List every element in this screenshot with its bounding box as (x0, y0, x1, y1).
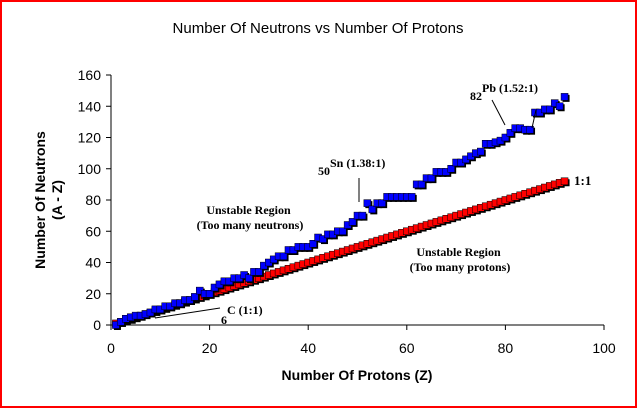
data-point (546, 105, 554, 114)
proton-region-line-1: Unstable Region (416, 245, 501, 259)
data-point (560, 177, 569, 185)
data-point (358, 211, 367, 220)
pb-label: Pb (1.52:1) (482, 81, 538, 95)
data-point (417, 180, 426, 189)
y-tick-label: 40 (85, 255, 101, 271)
y-tick-label: 80 (85, 192, 101, 208)
sn-label: Sn (1.38:1) (330, 156, 385, 170)
y-tick-label: 20 (85, 286, 101, 302)
chart-title: Number Of Neutrons vs Number Of Protons (173, 20, 464, 37)
x-tick-label: 0 (107, 340, 115, 356)
x-tick-label: 40 (300, 340, 316, 356)
data-point (368, 205, 377, 214)
series-layer (112, 93, 570, 330)
neutron-region-annotation: Unstable Region (Too many neutrons) (197, 203, 304, 232)
data-point (447, 165, 455, 173)
series-1 (112, 93, 570, 330)
x-tick-label: 100 (592, 340, 616, 356)
data-point (555, 102, 564, 110)
data-point (279, 252, 288, 260)
c-atomic-number: 6 (221, 313, 227, 327)
data-point (191, 293, 199, 301)
x-ticks: 0 20 40 60 80 100 (107, 325, 616, 356)
data-point (501, 133, 510, 142)
data-point (363, 199, 372, 207)
sn-atomic-number: 50 (318, 164, 330, 178)
sn-annotation: 50Sn (1.38:1) (318, 156, 385, 178)
y-tick-label: 160 (78, 67, 102, 83)
data-point (205, 290, 214, 298)
y-axis-label-line-1: Number Of Neutrons (32, 131, 48, 269)
c-leader-line (154, 307, 221, 319)
x-tick-label: 60 (399, 340, 415, 356)
data-point (378, 199, 386, 207)
x-tick-label: 20 (202, 340, 218, 356)
data-point (348, 218, 357, 226)
data-point (506, 129, 515, 137)
pb-annotation: 82Pb (1.52:1) (470, 81, 538, 103)
neutron-region-line-2: (Too many neutrons) (197, 218, 304, 232)
data-point (319, 235, 327, 243)
pb-leader-line-2 (531, 109, 537, 129)
y-tick-label: 120 (78, 130, 102, 146)
x-tick-label: 80 (498, 340, 514, 356)
neutron-region-line-1: Unstable Region (206, 203, 291, 217)
data-point (255, 268, 263, 276)
pb-leader-line (491, 99, 506, 126)
data-point (560, 93, 569, 101)
y-tick-label: 0 (93, 317, 101, 333)
data-point (526, 125, 534, 134)
y-tick-label: 60 (85, 223, 101, 239)
y-ticks: 0 20 40 60 80 100 120 140 160 (78, 67, 111, 333)
y-axis-label-line-2: (A - Z) (49, 180, 65, 220)
data-point (245, 274, 253, 282)
proton-region-annotation: Unstable Region (Too many protons) (410, 245, 511, 274)
x-axis-label: Number Of Protons (Z) (282, 367, 433, 383)
pb-atomic-number: 82 (470, 89, 482, 103)
proton-region-line-2: (Too many protons) (410, 260, 511, 274)
y-tick-label: 140 (78, 98, 102, 114)
c-annotation: 6C (1:1) (221, 303, 263, 327)
data-point (338, 227, 347, 235)
data-point (407, 193, 416, 201)
y-axis-label: Number Of Neutrons (A - Z) (32, 131, 65, 269)
c-label: C (1:1) (227, 303, 263, 317)
y-tick-label: 100 (78, 161, 102, 177)
data-point (309, 240, 317, 248)
data-point (427, 174, 436, 182)
data-point (477, 147, 485, 156)
ratio-annotation: 1:1 (574, 173, 591, 188)
